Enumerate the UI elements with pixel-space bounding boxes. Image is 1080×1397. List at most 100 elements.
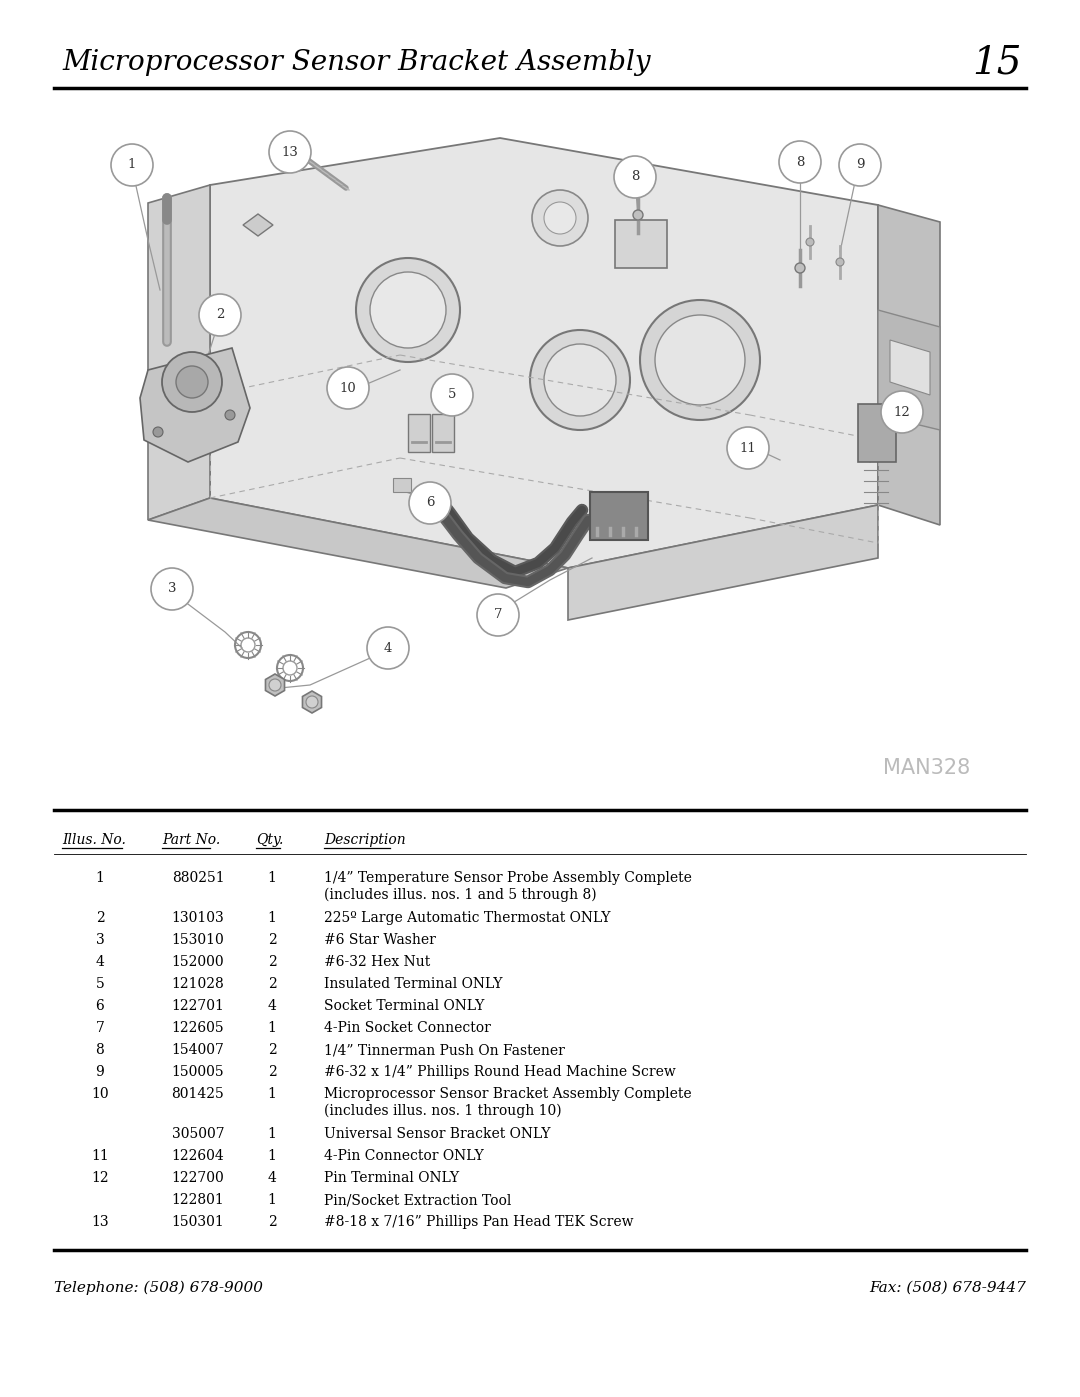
Text: Microprocessor Sensor Bracket Assembly: Microprocessor Sensor Bracket Assembly xyxy=(62,49,650,77)
Polygon shape xyxy=(878,205,940,525)
Text: 122700: 122700 xyxy=(172,1171,225,1185)
Circle shape xyxy=(356,258,460,362)
Circle shape xyxy=(615,156,656,198)
Text: 153010: 153010 xyxy=(172,933,225,947)
Text: 1: 1 xyxy=(268,1148,276,1162)
Text: Microprocessor Sensor Bracket Assembly Complete: Microprocessor Sensor Bracket Assembly C… xyxy=(324,1087,691,1101)
Circle shape xyxy=(530,330,630,430)
FancyBboxPatch shape xyxy=(393,478,411,492)
Text: 5: 5 xyxy=(96,977,105,990)
Text: MAN328: MAN328 xyxy=(882,759,970,778)
Circle shape xyxy=(795,263,805,272)
Text: Pin/Socket Extraction Tool: Pin/Socket Extraction Tool xyxy=(324,1193,511,1207)
Text: 2: 2 xyxy=(268,1044,276,1058)
Text: 7: 7 xyxy=(494,609,502,622)
Circle shape xyxy=(836,258,843,265)
Text: 10: 10 xyxy=(339,381,356,394)
Text: Universal Sensor Bracket ONLY: Universal Sensor Bracket ONLY xyxy=(324,1127,551,1141)
Text: 122605: 122605 xyxy=(172,1021,225,1035)
Text: 2: 2 xyxy=(268,956,276,970)
Text: 2: 2 xyxy=(268,933,276,947)
Circle shape xyxy=(199,293,241,337)
Text: 7: 7 xyxy=(95,1021,105,1035)
Text: 122701: 122701 xyxy=(172,999,225,1013)
Circle shape xyxy=(532,190,588,246)
Text: 801425: 801425 xyxy=(172,1087,225,1101)
Text: 4: 4 xyxy=(268,1171,276,1185)
Text: 1/4” Temperature Sensor Probe Assembly Complete: 1/4” Temperature Sensor Probe Assembly C… xyxy=(324,870,692,886)
Text: #6 Star Washer: #6 Star Washer xyxy=(324,933,436,947)
Text: 6: 6 xyxy=(96,999,105,1013)
Text: Telephone: (508) 678-9000: Telephone: (508) 678-9000 xyxy=(54,1281,264,1295)
Circle shape xyxy=(881,391,923,433)
Circle shape xyxy=(477,594,519,636)
Circle shape xyxy=(633,210,643,219)
Text: 4-Pin Connector ONLY: 4-Pin Connector ONLY xyxy=(324,1148,484,1162)
Text: 130103: 130103 xyxy=(172,911,225,925)
Text: 10: 10 xyxy=(91,1087,109,1101)
Text: 2: 2 xyxy=(96,911,105,925)
Text: 880251: 880251 xyxy=(172,870,225,886)
Text: 1: 1 xyxy=(268,911,276,925)
Circle shape xyxy=(151,569,193,610)
Text: 5: 5 xyxy=(448,388,456,401)
Text: 2: 2 xyxy=(268,977,276,990)
Circle shape xyxy=(162,352,222,412)
Text: Illus. No.: Illus. No. xyxy=(62,833,126,847)
Circle shape xyxy=(806,237,814,246)
Circle shape xyxy=(544,344,616,416)
Circle shape xyxy=(292,147,302,156)
Text: 4: 4 xyxy=(268,999,276,1013)
Text: 152000: 152000 xyxy=(172,956,225,970)
Circle shape xyxy=(111,144,153,186)
Polygon shape xyxy=(148,184,210,520)
Text: 2: 2 xyxy=(268,1065,276,1078)
Polygon shape xyxy=(243,214,273,236)
Polygon shape xyxy=(210,138,878,569)
FancyBboxPatch shape xyxy=(858,404,896,462)
Circle shape xyxy=(153,427,163,437)
Circle shape xyxy=(327,367,369,409)
FancyBboxPatch shape xyxy=(408,414,430,453)
Text: Description: Description xyxy=(324,833,406,847)
Circle shape xyxy=(269,679,281,692)
Text: 4: 4 xyxy=(383,641,392,655)
Circle shape xyxy=(176,366,208,398)
Circle shape xyxy=(225,409,235,420)
Text: 1: 1 xyxy=(268,1087,276,1101)
Circle shape xyxy=(409,482,451,524)
Text: 1: 1 xyxy=(268,1021,276,1035)
Circle shape xyxy=(779,141,821,183)
Circle shape xyxy=(367,627,409,669)
Polygon shape xyxy=(148,497,568,588)
Text: 9: 9 xyxy=(855,158,864,172)
Text: Insulated Terminal ONLY: Insulated Terminal ONLY xyxy=(324,977,502,990)
Text: (includes illus. nos. 1 through 10): (includes illus. nos. 1 through 10) xyxy=(324,1104,562,1118)
Polygon shape xyxy=(266,673,284,696)
Circle shape xyxy=(431,374,473,416)
Text: (includes illus. nos. 1 and 5 through 8): (includes illus. nos. 1 and 5 through 8) xyxy=(324,888,596,902)
FancyBboxPatch shape xyxy=(432,414,454,453)
Text: 8: 8 xyxy=(96,1044,105,1058)
Polygon shape xyxy=(140,348,249,462)
FancyBboxPatch shape xyxy=(590,492,648,541)
Text: 4-Pin Socket Connector: 4-Pin Socket Connector xyxy=(324,1021,491,1035)
Text: 1: 1 xyxy=(268,1127,276,1141)
Text: 2: 2 xyxy=(268,1215,276,1229)
Circle shape xyxy=(640,300,760,420)
Text: 225º Large Automatic Thermostat ONLY: 225º Large Automatic Thermostat ONLY xyxy=(324,911,610,925)
Text: 13: 13 xyxy=(282,145,298,158)
Text: #6-32 Hex Nut: #6-32 Hex Nut xyxy=(324,956,430,970)
Text: 2: 2 xyxy=(216,309,225,321)
Text: 8: 8 xyxy=(631,170,639,183)
Circle shape xyxy=(544,203,576,235)
Text: 12: 12 xyxy=(893,405,910,419)
Text: 4: 4 xyxy=(95,956,105,970)
Text: 1: 1 xyxy=(268,870,276,886)
Text: 1: 1 xyxy=(127,158,136,172)
Polygon shape xyxy=(568,504,878,620)
Circle shape xyxy=(269,131,311,173)
Text: 8: 8 xyxy=(796,155,805,169)
Text: Part No.: Part No. xyxy=(162,833,220,847)
Text: #8-18 x 7/16” Phillips Pan Head TEK Screw: #8-18 x 7/16” Phillips Pan Head TEK Scre… xyxy=(324,1215,634,1229)
